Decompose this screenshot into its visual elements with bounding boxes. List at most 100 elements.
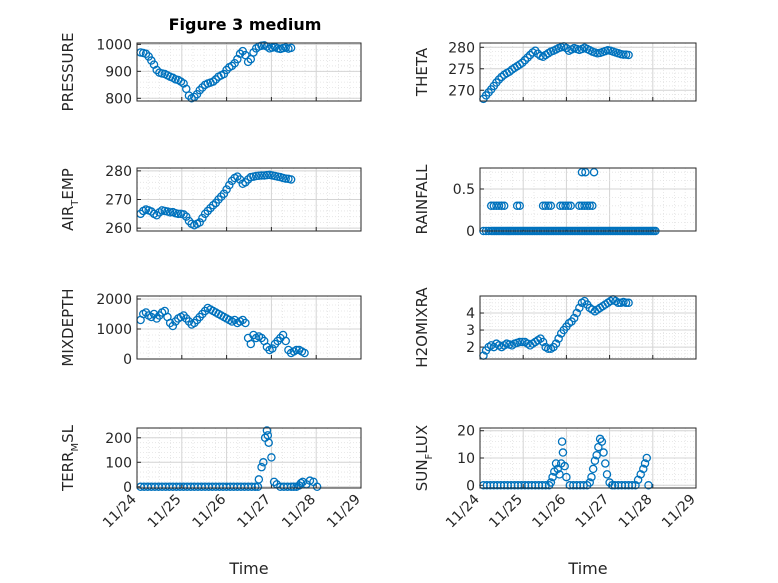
data-point	[624, 50, 633, 60]
y-axis-label: THETA	[413, 47, 431, 97]
y-tick-label: 0.5	[453, 182, 475, 198]
data-point	[305, 476, 315, 485]
plot-area	[137, 296, 361, 359]
data-point	[572, 308, 582, 318]
data-point	[523, 53, 532, 62]
data-point	[515, 201, 524, 211]
y-tick-label: 270	[105, 193, 132, 209]
y-tick-label: 280	[448, 40, 475, 56]
data-point	[589, 167, 599, 177]
data-point	[554, 334, 563, 343]
data-point	[296, 478, 306, 488]
y-tick-label: 0	[123, 480, 132, 496]
data-point	[198, 213, 207, 223]
data-point	[264, 438, 273, 447]
data-point	[219, 189, 229, 199]
data-point	[149, 309, 159, 319]
axes-box	[479, 42, 697, 102]
y-tick-label: 4	[466, 306, 475, 322]
data-point	[257, 462, 266, 472]
data-point	[563, 201, 573, 211]
panel-sun-flux: 0 10 20 11/24 11/25 11/26 11/27 11/28 11/29 Time S…	[413, 424, 699, 578]
data-point	[165, 208, 175, 217]
data-point	[292, 345, 301, 355]
x-tick-label: 11/27	[573, 492, 613, 532]
y-tick-label: 275	[448, 62, 475, 78]
data-point	[639, 464, 648, 474]
axes-box	[136, 427, 362, 489]
data-point	[281, 174, 290, 183]
y-tick-label: 3	[466, 323, 475, 339]
x-axis-label: Time	[567, 559, 607, 578]
data-point	[269, 477, 279, 487]
data-point	[546, 478, 556, 487]
data-point	[548, 472, 557, 482]
data-point	[206, 203, 215, 213]
data-point	[569, 313, 579, 323]
data-point	[582, 201, 592, 211]
plot-area	[480, 168, 696, 231]
data-point	[268, 344, 277, 353]
data-point	[518, 58, 527, 68]
data-point	[582, 481, 592, 490]
y-tick-label: 800	[105, 91, 132, 107]
data-point	[286, 43, 296, 53]
data-point	[286, 175, 296, 184]
y-axis-label: H2OMIXRA	[413, 287, 431, 368]
data-point	[254, 475, 264, 484]
plot-area	[137, 43, 361, 101]
data-point	[588, 464, 598, 474]
y-tick-label: 20	[457, 424, 475, 440]
data-point	[546, 201, 556, 211]
data-point	[208, 77, 218, 86]
data-point	[152, 210, 161, 220]
panel-terr-msl: 0 100 200 11/24 11/25 11/26 11/27 11/28 11/29 Tim…	[59, 424, 364, 578]
data-point	[233, 172, 242, 181]
x-tick-label: 11/28	[279, 492, 319, 532]
data-point	[585, 478, 594, 487]
data-point	[520, 55, 530, 65]
y-tick-label: 2	[466, 340, 475, 356]
y-axis-label: PRESSURE	[59, 33, 77, 112]
data-point	[243, 57, 253, 67]
data-point	[642, 453, 652, 463]
y-tick-label: 1000	[96, 37, 132, 53]
panel-theta: 270 275 280 THETA	[413, 40, 697, 104]
data-point	[281, 336, 290, 346]
panel-air-temp: 260 270 280 AIRTEMP	[59, 164, 362, 237]
data-point	[184, 216, 194, 226]
data-point	[173, 209, 183, 219]
axes-box	[136, 295, 362, 360]
data-point	[203, 206, 213, 216]
data-point	[518, 337, 527, 347]
data-point	[555, 470, 564, 479]
y-tick-label: 100	[105, 455, 132, 471]
data-point	[494, 201, 504, 211]
data-point	[286, 482, 296, 492]
y-tick-label: 2000	[96, 292, 132, 308]
data-point	[597, 437, 607, 446]
y-axis-label: RAINFALL	[413, 164, 431, 235]
data-point	[585, 201, 594, 211]
data-point	[257, 171, 266, 180]
data-point	[525, 50, 535, 60]
data-point	[557, 437, 567, 446]
data-point	[200, 209, 210, 219]
x-tick-label: 11/29	[659, 492, 699, 532]
panel-pressure: 800 900 1000 PRESSURE	[59, 33, 362, 112]
y-axis-label: TERRMSL	[59, 424, 81, 492]
data-point	[283, 482, 292, 492]
data-point	[227, 61, 237, 71]
x-tick-label: 11/25	[145, 492, 185, 532]
data-point	[558, 448, 568, 457]
data-point	[538, 337, 548, 347]
data-point	[208, 200, 218, 210]
data-point	[251, 482, 260, 492]
data-point	[541, 201, 550, 211]
data-point	[216, 192, 226, 201]
data-point	[577, 167, 587, 177]
data-point	[254, 171, 264, 180]
data-point	[198, 83, 207, 92]
x-tick-label: 11/26	[529, 491, 569, 531]
